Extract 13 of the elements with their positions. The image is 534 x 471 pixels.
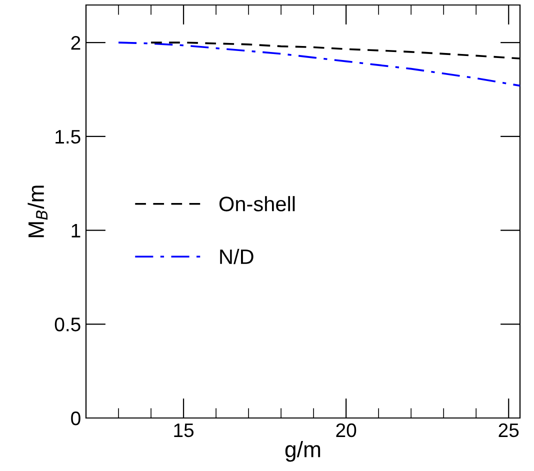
y-tick-label: 1.5 [56,130,80,144]
y-tick-label: 0.5 [54,318,80,332]
y-tick-label: 0 [71,411,80,426]
x-tick-label: 25 [498,423,519,438]
x-tick-label: 15 [174,424,194,438]
legend-label: N/D [220,248,254,264]
y-tick-label: 2 [71,36,80,50]
legend-label: On-shell [219,196,295,212]
y-axis-title: M$_{B}$/m [28,186,48,238]
x-tick-label: 20 [336,423,356,438]
x-axis-title: g/m [285,440,320,462]
line-series [118,42,520,87]
y-tick-label: 1 [72,224,80,238]
